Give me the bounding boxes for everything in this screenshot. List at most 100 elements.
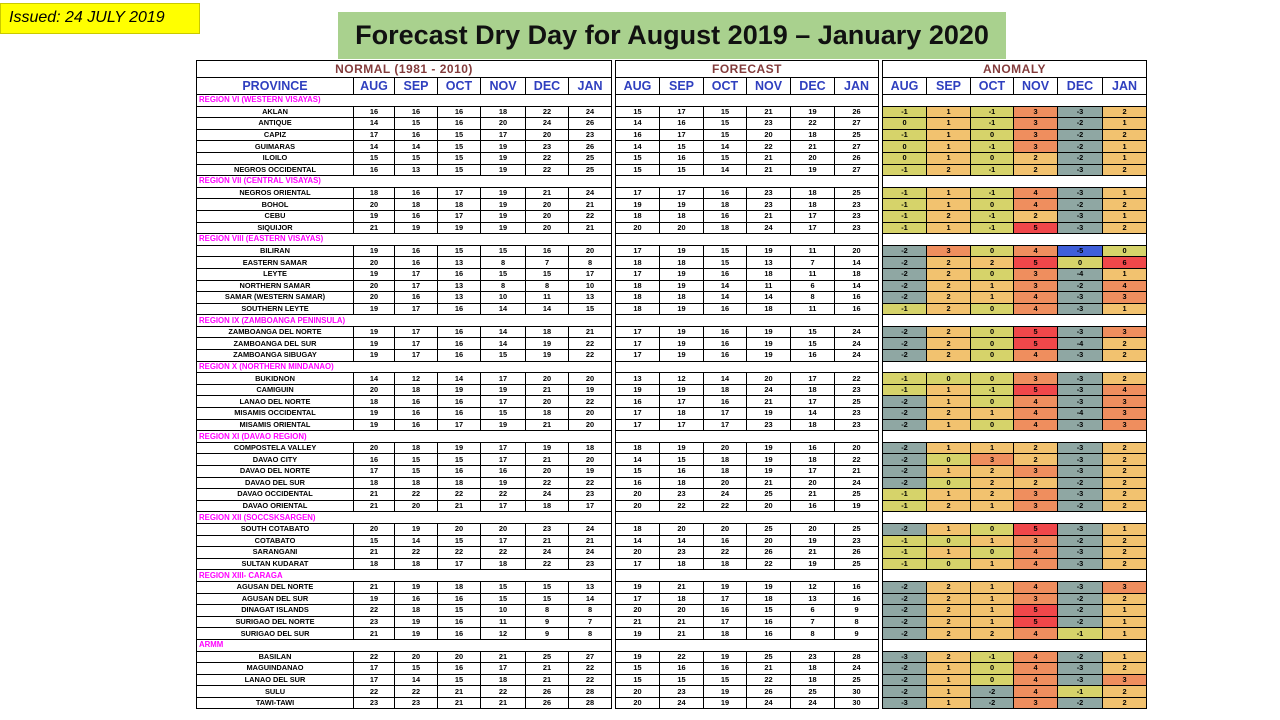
table-row: 20 20 16 15 6 9 — [615, 604, 880, 617]
province-name: DAVAO CITY — [196, 453, 354, 466]
normal-value: 17 — [353, 662, 395, 675]
forecast-value: 24 — [790, 696, 835, 710]
region-spacer — [614, 569, 880, 582]
anomaly-value: 2 — [970, 488, 1014, 501]
normal-value: 15 — [437, 604, 481, 617]
normal-value: 20 — [525, 221, 569, 235]
anomaly-value: -2 — [1057, 128, 1103, 142]
forecast-value: 16 — [790, 441, 835, 455]
forecast-value: 18 — [703, 627, 747, 640]
anomaly-value: -5 — [1057, 244, 1103, 258]
forecast-value: 21 — [790, 546, 835, 559]
normal-value: 18 — [353, 557, 395, 571]
forecast-value: 16 — [703, 302, 747, 316]
month-header-row: AUG SEP OCT NOV DEC JAN — [615, 77, 880, 95]
forecast-value: 30 — [833, 685, 880, 698]
forecast-value: 16 — [659, 465, 704, 478]
normal-value: 15 — [480, 267, 526, 281]
normal-value: 21 — [353, 499, 395, 513]
table-row: -1 2 0 4 -3 1 — [882, 302, 1148, 316]
normal-value: 16 — [437, 465, 481, 478]
normal-value: 17 — [480, 499, 526, 513]
forecast-value: 20 — [746, 534, 791, 548]
region-spacer — [881, 569, 1148, 582]
normal-value: 21 — [437, 685, 481, 698]
region-row: REGION VII (CENTRAL VISAYAS) — [195, 175, 613, 188]
anomaly-value: -3 — [1057, 488, 1103, 501]
forecast-value: 18 — [615, 441, 660, 455]
table-row: 13 12 14 20 17 22 — [615, 372, 880, 385]
anomaly-group-header: ANOMALY — [881, 60, 1148, 78]
anomaly-value: -2 — [882, 522, 927, 536]
table-row: -2 1 -2 4 -1 2 — [882, 685, 1148, 698]
table-row: -1 1 0 4 -3 2 — [882, 546, 1148, 559]
normal-value: 19 — [394, 522, 438, 536]
forecast-value: 22 — [833, 372, 880, 385]
normal-value: 15 — [480, 244, 526, 258]
forecast-value: 23 — [833, 198, 880, 211]
province-name: BUKIDNON — [196, 372, 354, 385]
province-name: AKLAN — [196, 105, 354, 119]
anomaly-value: -3 — [1057, 580, 1103, 594]
table-row: ZAMBOANGA DEL SUR 19 17 16 14 19 22 — [196, 337, 613, 351]
forecast-value: 18 — [659, 476, 704, 490]
province-name: SIQUIJOR — [196, 221, 354, 235]
forecast-value: 20 — [659, 604, 704, 617]
normal-month-header: AUG — [353, 77, 395, 95]
page-title: Forecast Dry Day for August 2019 – Janua… — [338, 12, 1006, 59]
table-row: 15 15 14 21 19 27 — [615, 163, 880, 177]
table-row: COTABATO 15 14 15 17 21 21 — [196, 534, 613, 548]
table-row: 17 19 16 19 16 24 — [615, 349, 880, 362]
province-name: SOUTHERN LEYTE — [196, 302, 354, 316]
table-row: ZAMBOANGA DEL NORTE 19 17 16 14 18 21 — [196, 325, 613, 339]
anomaly-value: -2 — [882, 244, 927, 258]
forecast-value: 17 — [790, 372, 835, 385]
anomaly-value: 2 — [970, 476, 1014, 490]
region-row — [881, 430, 1148, 443]
forecast-value: 16 — [790, 349, 835, 362]
forecast-value: 6 — [790, 604, 835, 617]
forecast-value: 16 — [659, 151, 704, 165]
forecast-value: 16 — [703, 325, 747, 339]
anomaly-value: 0 — [970, 546, 1014, 559]
forecast-value: 14 — [703, 372, 747, 385]
forecast-value: 15 — [615, 151, 660, 165]
anomaly-value: -2 — [882, 291, 927, 304]
anomaly-value: -1 — [882, 163, 927, 177]
normal-value: 16 — [394, 418, 438, 432]
forecast-value: 19 — [659, 349, 704, 362]
forecast-value: 19 — [703, 685, 747, 698]
province-column-header: PROVINCE — [196, 77, 354, 95]
anomaly-value: 2 — [1101, 557, 1148, 571]
normal-value: 15 — [394, 662, 438, 675]
table-row: -1 1 2 3 -3 2 — [882, 488, 1148, 501]
anomaly-value: -2 — [882, 592, 927, 606]
forecast-value: 18 — [790, 128, 835, 142]
forecast-value: 24 — [659, 696, 704, 710]
forecast-value: 23 — [833, 221, 880, 235]
normal-value: 16 — [394, 592, 438, 606]
province-name: NEGROS OCCIDENTAL — [196, 163, 354, 177]
region-spacer — [614, 233, 880, 246]
forecast-value: 22 — [746, 673, 791, 687]
normal-value: 8 — [525, 279, 569, 293]
table-row: LANAO DEL SUR 17 14 15 18 21 22 — [196, 673, 613, 687]
normal-value: 15 — [394, 117, 438, 130]
forecast-value: 16 — [659, 662, 704, 675]
forecast-value: 28 — [833, 650, 880, 664]
normal-value: 17 — [394, 349, 438, 362]
table-row: -2 1 2 3 -3 2 — [882, 465, 1148, 478]
normal-value: 22 — [437, 546, 481, 559]
normal-value: 16 — [437, 627, 481, 640]
table-row: -2 1 1 2 -3 2 — [882, 441, 1148, 455]
table-row: -2 1 0 4 -3 2 — [882, 662, 1148, 675]
normal-value: 16 — [394, 291, 438, 304]
anomaly-value: -2 — [882, 337, 927, 351]
anomaly-value: 2 — [1101, 476, 1148, 490]
table-row: SAMAR (WESTERN SAMAR) 20 16 13 10 11 13 — [196, 291, 613, 304]
normal-value: 16 — [394, 209, 438, 223]
normal-value: 16 — [437, 407, 481, 420]
normal-value: 17 — [394, 325, 438, 339]
anomaly-value: -2 — [882, 279, 927, 293]
forecast-value: 20 — [746, 499, 791, 513]
